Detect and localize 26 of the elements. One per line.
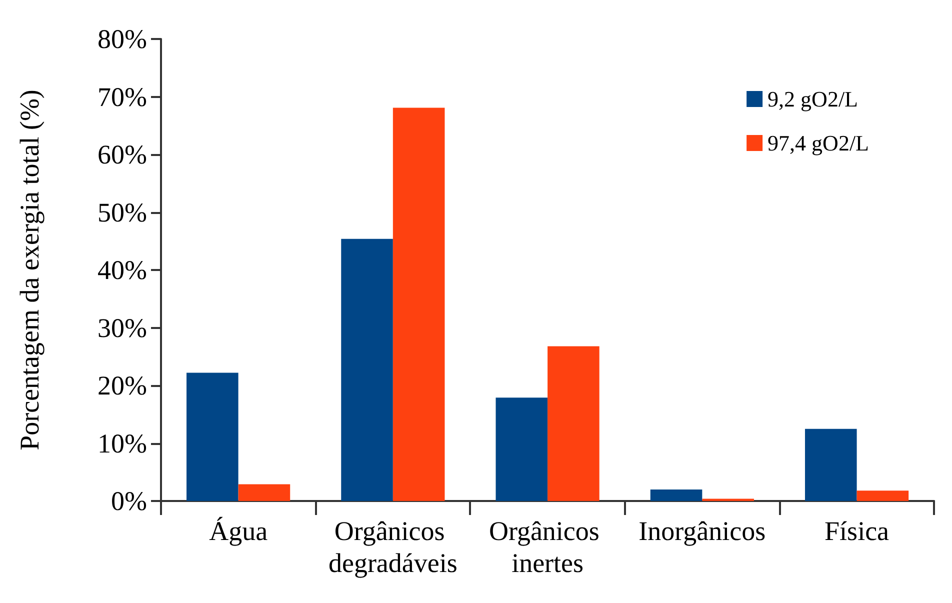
x-tick-label: Física (824, 516, 890, 546)
bar (856, 490, 909, 501)
legend-label: 9,2 gO2/L (768, 86, 858, 112)
x-tick-label: Orgânicos inertes (488, 516, 606, 578)
x-tick-label: Inorgânicos (638, 516, 766, 546)
y-tick-label: 40% (98, 255, 147, 285)
y-tick-label: 70% (98, 82, 147, 112)
bar (650, 489, 702, 501)
y-tick-label: 0% (111, 486, 147, 516)
x-tick-label: Orgânicos degradáveis (328, 516, 458, 578)
y-tick-label: 50% (98, 197, 147, 228)
y-tick-label: 30% (98, 312, 147, 343)
bar (238, 484, 290, 501)
bar (496, 398, 548, 501)
y-tick-label: 10% (98, 428, 147, 458)
bar (341, 238, 393, 501)
x-tick-label: Água (209, 516, 268, 546)
bar (186, 372, 238, 501)
y-axis-title: Porcentagem da exergia total (%) (14, 90, 44, 450)
bar (548, 346, 600, 501)
legend-label: 97,4 gO2/L (768, 130, 870, 156)
bar (392, 108, 445, 501)
y-tick-label: 80% (98, 24, 147, 54)
y-tick-label: 20% (98, 370, 147, 400)
bar (804, 428, 857, 501)
y-tick-label: 60% (98, 140, 147, 170)
